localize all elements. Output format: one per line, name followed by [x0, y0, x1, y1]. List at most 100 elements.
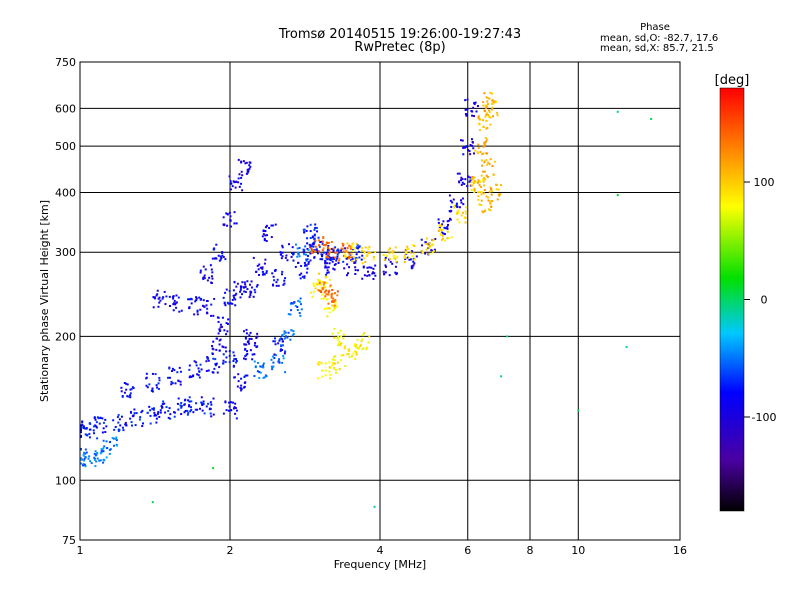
data-point — [326, 258, 329, 261]
data-point — [298, 273, 301, 276]
data-point — [468, 150, 471, 153]
data-point — [241, 174, 244, 177]
data-point — [324, 260, 327, 263]
data-point — [224, 291, 227, 294]
data-point — [309, 230, 312, 233]
data-point — [105, 456, 108, 459]
x-tick-label: 2 — [227, 544, 234, 557]
data-point — [478, 190, 481, 193]
data-point — [167, 416, 170, 419]
data-point — [497, 188, 500, 191]
data-point — [168, 376, 171, 379]
data-point — [222, 216, 225, 219]
data-point — [80, 458, 82, 461]
data-point — [335, 257, 338, 260]
data-point — [95, 425, 98, 428]
data-point — [447, 237, 450, 240]
data-point — [96, 416, 99, 419]
data-point — [305, 271, 308, 274]
data-point — [201, 304, 204, 307]
data-point — [101, 417, 104, 420]
data-point — [301, 275, 304, 278]
data-point — [345, 250, 348, 253]
data-point — [337, 248, 340, 251]
data-point — [484, 104, 487, 107]
data-point — [460, 214, 463, 217]
data-point — [188, 400, 191, 403]
data-point — [312, 241, 315, 244]
data-point — [374, 251, 377, 254]
data-point — [262, 366, 265, 369]
data-point — [117, 414, 120, 417]
data-point — [283, 352, 286, 355]
data-point — [102, 421, 105, 424]
data-point — [475, 110, 478, 113]
data-point — [340, 247, 343, 250]
data-point — [328, 262, 331, 265]
data-point — [80, 435, 82, 438]
data-point — [348, 255, 351, 258]
data-point — [307, 261, 310, 264]
data-point — [315, 249, 318, 252]
data-point — [95, 426, 98, 429]
data-point — [350, 260, 353, 263]
data-point — [425, 242, 428, 245]
data-point — [487, 113, 490, 116]
data-point — [235, 359, 238, 362]
data-point — [90, 462, 93, 465]
data-point — [242, 330, 245, 333]
data-point — [233, 296, 236, 299]
data-point — [477, 198, 480, 201]
data-point — [327, 256, 330, 259]
data-point — [268, 226, 271, 229]
data-point — [283, 330, 286, 333]
data-point — [410, 250, 413, 253]
data-point — [480, 191, 483, 194]
data-point — [290, 309, 293, 312]
data-point — [478, 128, 481, 131]
data-point — [468, 180, 471, 183]
data-point — [190, 406, 193, 409]
data-point — [462, 146, 465, 149]
data-point — [477, 116, 480, 119]
data-point — [303, 253, 306, 256]
data-point — [439, 233, 442, 236]
data-point — [258, 273, 261, 276]
data-point — [234, 298, 237, 301]
data-point — [186, 409, 189, 412]
data-point — [280, 344, 283, 347]
data-point — [368, 266, 371, 269]
data-point — [274, 354, 277, 357]
data-point — [207, 369, 210, 372]
data-point — [482, 170, 485, 173]
data-point — [287, 313, 290, 316]
data-point — [469, 179, 472, 182]
data-point — [125, 388, 128, 391]
data-point — [476, 152, 479, 155]
data-point — [101, 449, 104, 452]
data-point — [129, 394, 132, 397]
data-point — [80, 462, 82, 465]
data-point — [465, 114, 468, 117]
data-point — [361, 277, 364, 280]
data-point — [314, 223, 317, 226]
data-point — [296, 309, 299, 312]
data-point — [458, 172, 461, 175]
data-point — [190, 400, 193, 403]
data-point — [366, 266, 369, 269]
data-point — [489, 91, 492, 94]
data-point — [219, 323, 222, 326]
data-point — [368, 274, 371, 277]
data-point — [148, 383, 151, 386]
data-point — [476, 191, 479, 194]
data-point — [180, 309, 183, 312]
data-point — [157, 297, 160, 300]
data-point — [123, 391, 126, 394]
data-point — [112, 444, 115, 447]
data-point — [323, 297, 326, 300]
data-point — [354, 343, 357, 346]
data-point — [388, 274, 391, 277]
data-point — [469, 153, 472, 156]
data-point — [388, 252, 391, 255]
series-stray — [151, 110, 653, 508]
